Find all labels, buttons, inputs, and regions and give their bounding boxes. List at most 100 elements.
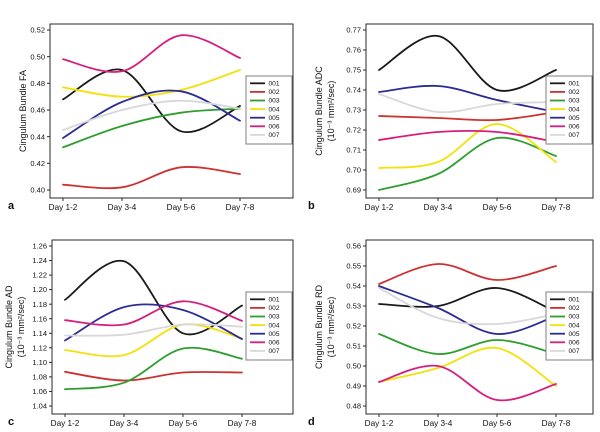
- legend-label-006: 006: [569, 340, 580, 347]
- panel-d: 0.48 0.49 0.50 0.51 0.52 0.53 0.54 0.55 0.56 Day …: [300, 216, 600, 432]
- x-tick-label: Day 1-2: [51, 419, 80, 428]
- legend-label-005: 005: [569, 115, 580, 122]
- y-tick-label: 0.77: [346, 26, 361, 35]
- legend-label-001: 001: [569, 297, 580, 304]
- panel-b: 0.69 0.70 0.71 0.72 0.73 0.74 0.75 0.76 0.77 Day …: [300, 0, 600, 216]
- series-line-007: [62, 99, 241, 131]
- legend-box: [545, 75, 593, 145]
- series-line-003: [378, 333, 557, 355]
- plot-frame: [365, 239, 594, 415]
- y-tick-label: 1.16: [32, 314, 47, 323]
- y-tick-label: 0.42: [30, 159, 45, 168]
- legend-label-004: 004: [569, 322, 580, 329]
- series-line-006: [378, 364, 557, 402]
- y-tick-label: 0.73: [346, 106, 361, 115]
- chart-panel-a: 0.40 0.42 0.44 0.46 0.48 0.50 0.52 Day 1-2 Day 3…: [8, 23, 294, 212]
- series-line-005: [378, 84, 557, 113]
- x-tick-label: Day 3-4: [424, 203, 453, 212]
- y-axis-title-line2: (10⁻³ mm²/sec): [326, 81, 336, 142]
- legend-label-002: 002: [569, 89, 580, 96]
- legend-label-007: 007: [569, 132, 580, 139]
- series-line-002: [378, 263, 557, 285]
- y-tick-label: 1.20: [32, 285, 47, 294]
- legend-label-005: 005: [569, 331, 580, 338]
- series-line-001: [62, 68, 241, 134]
- legend-label-007: 007: [269, 348, 280, 355]
- legend-label-001: 001: [269, 81, 280, 88]
- series-line-003: [378, 136, 557, 191]
- y-tick-label: 0.75: [346, 66, 361, 75]
- legend-label-001: 001: [269, 297, 280, 304]
- y-tick-label: 0.52: [346, 322, 361, 331]
- panel-letter-d: d: [308, 416, 315, 428]
- series-line-003: [62, 107, 241, 149]
- legend-label-002: 002: [569, 305, 580, 312]
- y-tick-label: 0.56: [346, 242, 361, 251]
- legend-label-006: 006: [269, 124, 280, 131]
- y-tick-label: 1.08: [32, 373, 47, 382]
- chart-panel-b: 0.69 0.70 0.71 0.72 0.73 0.74 0.75 0.76 0.77 Day …: [308, 23, 594, 212]
- legend-label-007: 007: [269, 132, 280, 139]
- series-line-007: [64, 323, 243, 337]
- series-line-002: [64, 370, 243, 382]
- panel-letter-a: a: [8, 200, 15, 212]
- series-line-006: [64, 300, 243, 327]
- y-tick-label: 0.49: [346, 382, 361, 391]
- x-tick-label: Day 1-2: [49, 203, 78, 212]
- y-tick-label: 0.74: [346, 86, 361, 95]
- series-line-001: [378, 35, 557, 92]
- legend-label-001: 001: [569, 81, 580, 88]
- panel-letter-b: b: [308, 200, 315, 212]
- panel-letter-c: c: [8, 416, 14, 428]
- legend-label-002: 002: [269, 89, 280, 96]
- plot-frame: [49, 23, 294, 199]
- series-line-006: [62, 34, 241, 73]
- legend-label-006: 006: [269, 340, 280, 347]
- y-tick-label: 0.55: [346, 262, 361, 271]
- legend-label-004: 004: [269, 106, 280, 113]
- y-tick-label: 0.51: [346, 342, 361, 351]
- x-tick-label: Day 5-6: [483, 419, 512, 428]
- y-tick-label: 1.10: [32, 358, 47, 367]
- series-line-002: [378, 111, 557, 122]
- x-tick-label: Day 1-2: [365, 203, 394, 212]
- y-tick-label: 0.44: [30, 132, 45, 141]
- y-tick-label: 0.50: [346, 362, 361, 371]
- legend-label-005: 005: [269, 115, 280, 122]
- y-tick-label: 0.53: [346, 302, 361, 311]
- x-tick-label: Day 7-8: [228, 419, 257, 428]
- series-line-004: [62, 69, 241, 98]
- legend-label-003: 003: [269, 314, 280, 321]
- legend-label-002: 002: [269, 305, 280, 312]
- y-axis-title-line2: (10⁻³ mm²/sec): [326, 297, 336, 358]
- chart-panel-d: 0.48 0.49 0.50 0.51 0.52 0.53 0.54 0.55 0.56 Day …: [308, 239, 594, 428]
- plot-frame: [365, 23, 594, 199]
- plot-frame: [51, 239, 294, 415]
- y-axis-title-line1: Cingulum Bundle RD: [314, 284, 324, 369]
- x-tick-label: Day 7-8: [542, 203, 571, 212]
- x-tick-label: Day 3-4: [110, 419, 139, 428]
- y-tick-label: 0.69: [346, 186, 361, 195]
- y-tick-label: 0.70: [346, 166, 361, 175]
- series-line-007: [378, 93, 557, 114]
- x-tick-label: Day 7-8: [226, 203, 255, 212]
- series-line-001: [378, 287, 557, 313]
- y-axis-title-line2: (10⁻³ mm²/sec): [16, 297, 26, 358]
- y-tick-label: 0.71: [346, 146, 361, 155]
- legend-label-006: 006: [569, 124, 580, 131]
- legend-label-003: 003: [569, 314, 580, 321]
- series-line-004: [64, 323, 243, 358]
- y-tick-label: 0.76: [346, 46, 361, 55]
- y-tick-label: 1.12: [32, 343, 47, 352]
- series-line-003: [64, 346, 243, 391]
- x-tick-label: Day 1-2: [365, 419, 394, 428]
- series-line-005: [378, 285, 557, 335]
- legend-label-003: 003: [569, 98, 580, 105]
- x-tick-label: Day 5-6: [167, 203, 196, 212]
- series-line-004: [378, 123, 557, 169]
- legend-label-003: 003: [269, 98, 280, 105]
- series-line-004: [378, 346, 557, 387]
- y-tick-label: 0.54: [346, 282, 361, 291]
- series-line-005: [62, 89, 241, 139]
